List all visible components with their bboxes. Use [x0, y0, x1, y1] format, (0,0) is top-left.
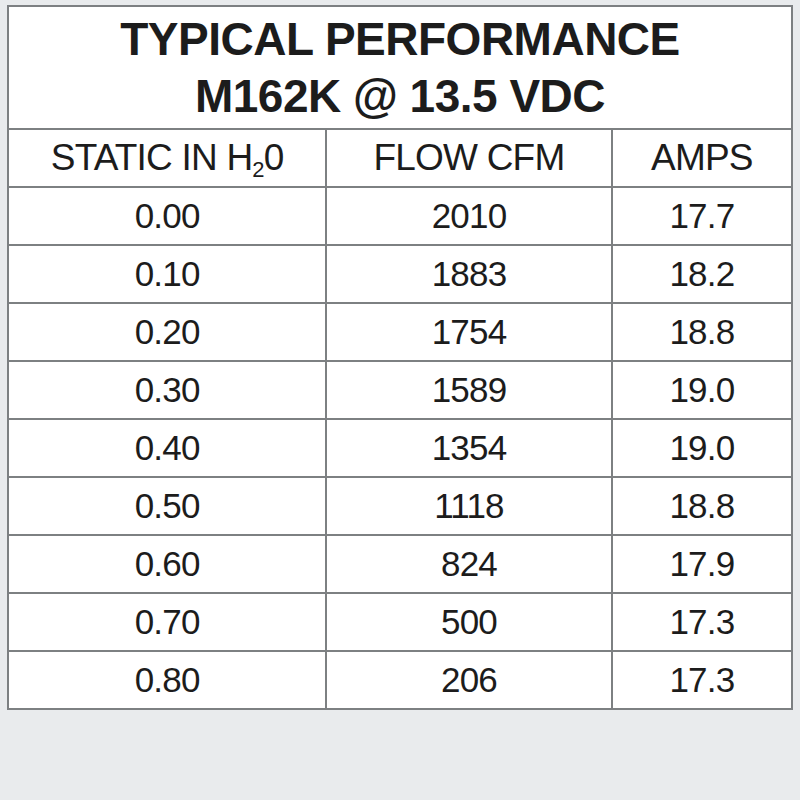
table-cell: 0.00 — [8, 187, 326, 245]
table-row: 0.20175418.8 — [8, 303, 792, 361]
table-cell: 0.10 — [8, 245, 326, 303]
table-row: 0.8020617.3 — [8, 651, 792, 709]
table-cell: 18.8 — [612, 477, 792, 535]
table-cell: 0.70 — [8, 593, 326, 651]
table-cell: 19.0 — [612, 419, 792, 477]
table-cell: 18.2 — [612, 245, 792, 303]
table-header-row: STATIC IN H20 FLOW CFM AMPS — [8, 129, 792, 187]
table-cell: 206 — [326, 651, 611, 709]
table-cell: 17.7 — [612, 187, 792, 245]
table-cell: 500 — [326, 593, 611, 651]
table-cell: 1354 — [326, 419, 611, 477]
table-row: 0.50111818.8 — [8, 477, 792, 535]
page: TYPICAL PERFORMANCE M162K @ 13.5 VDC STA… — [0, 0, 800, 800]
static-header-suffix: 0 — [264, 137, 284, 178]
table-cell: 1118 — [326, 477, 611, 535]
table-cell: 824 — [326, 535, 611, 593]
table-cell: 0.40 — [8, 419, 326, 477]
table-cell: 17.3 — [612, 651, 792, 709]
table-row: 0.00201017.7 — [8, 187, 792, 245]
table-row: 0.7050017.3 — [8, 593, 792, 651]
table-row: 0.10188318.2 — [8, 245, 792, 303]
table-row: 0.6082417.9 — [8, 535, 792, 593]
table-title-row: TYPICAL PERFORMANCE M162K @ 13.5 VDC — [8, 6, 792, 129]
static-header-text: STATIC IN H — [51, 137, 253, 178]
table-cell: 1589 — [326, 361, 611, 419]
title-line-1: TYPICAL PERFORMANCE — [9, 11, 791, 67]
table-cell: 0.30 — [8, 361, 326, 419]
table-body: 0.00201017.70.10188318.20.20175418.80.30… — [8, 187, 792, 709]
table-row: 0.40135419.0 — [8, 419, 792, 477]
table-cell: 1883 — [326, 245, 611, 303]
table-cell: 1754 — [326, 303, 611, 361]
table-cell: 18.8 — [612, 303, 792, 361]
table-row: 0.30158919.0 — [8, 361, 792, 419]
title-line-2: M162K @ 13.5 VDC — [9, 68, 791, 124]
column-header-amps: AMPS — [612, 129, 792, 187]
table-cell: 17.9 — [612, 535, 792, 593]
table-cell: 17.3 — [612, 593, 792, 651]
table-cell: 0.50 — [8, 477, 326, 535]
table-cell: 19.0 — [612, 361, 792, 419]
static-header-subscript: 2 — [252, 157, 263, 182]
table-title: TYPICAL PERFORMANCE M162K @ 13.5 VDC — [8, 6, 792, 129]
column-header-flow: FLOW CFM — [326, 129, 611, 187]
column-header-static: STATIC IN H20 — [8, 129, 326, 187]
table-cell: 2010 — [326, 187, 611, 245]
table-cell: 0.80 — [8, 651, 326, 709]
table-cell: 0.60 — [8, 535, 326, 593]
table-cell: 0.20 — [8, 303, 326, 361]
performance-table: TYPICAL PERFORMANCE M162K @ 13.5 VDC STA… — [7, 5, 793, 710]
